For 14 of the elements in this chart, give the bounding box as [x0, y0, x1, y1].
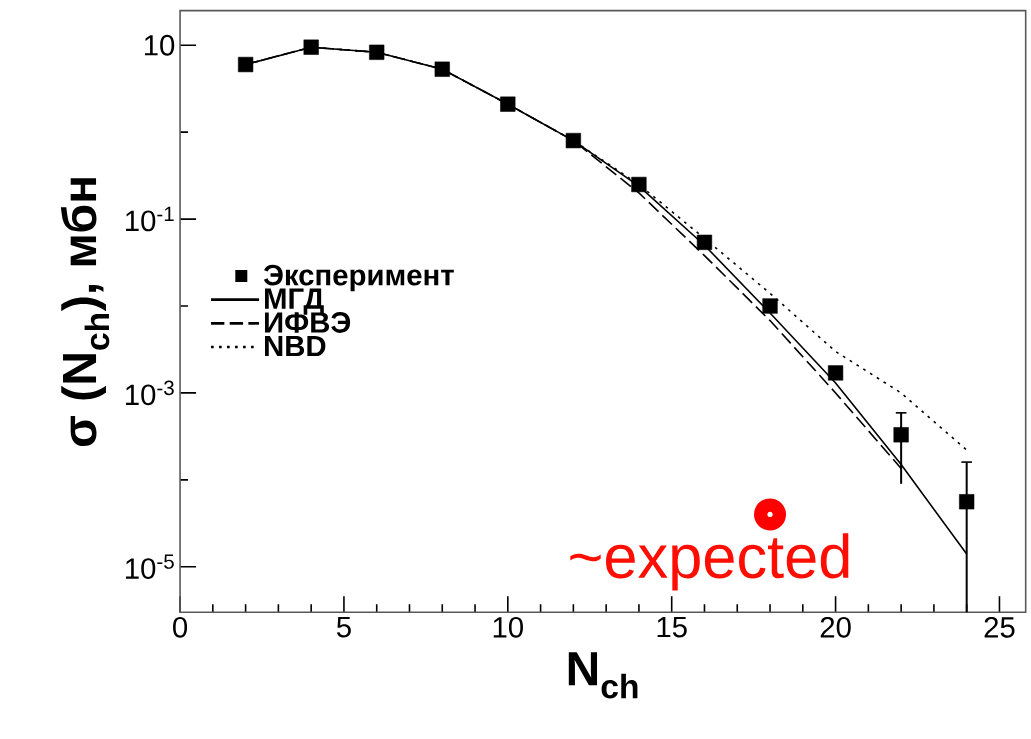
x-tick-label: 0 [173, 616, 188, 638]
x-tick-label: 15 [657, 616, 687, 638]
y-tick-label: 10$^{-3}$ [126, 380, 174, 406]
y-tick-label: 10$^{-1}$ [126, 206, 174, 232]
y-tick-label: 10$^{-5}$ [126, 554, 174, 580]
x-tick-label: 10 [493, 616, 523, 638]
y-tick-label: 10 [144, 34, 175, 56]
x-axis-title: N$_{ch}$ [568, 652, 638, 699]
x-tick-label: 5 [336, 616, 351, 638]
x-tick-label: 25 [984, 616, 1015, 638]
legend-label: NBD [265, 335, 326, 357]
y-axis-title: σ (N$_{ch}$), мбн [60, 178, 110, 447]
annotation: ~expected [570, 533, 849, 591]
x-tick-label: 20 [820, 616, 851, 638]
